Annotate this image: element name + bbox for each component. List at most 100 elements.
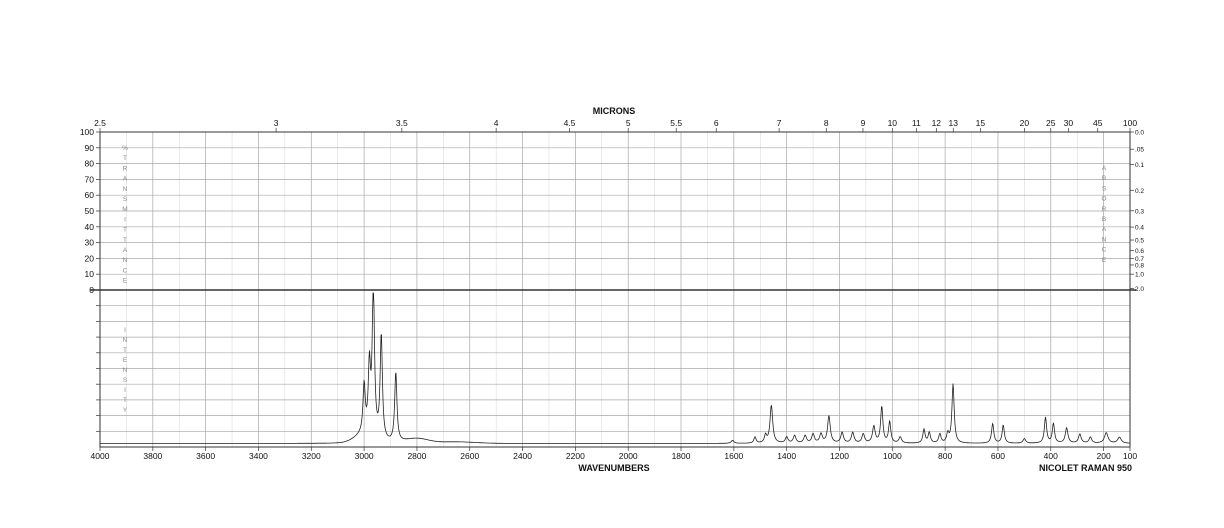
transmittance-tick-label: 50 bbox=[85, 206, 95, 216]
x-tick-label: 400 bbox=[1044, 451, 1058, 461]
transmittance-label-letter: I bbox=[124, 216, 126, 223]
transmittance-label-letter: T bbox=[123, 155, 127, 162]
instrument-label: NICOLET RAMAN 950 bbox=[1039, 463, 1132, 473]
absorbance-tick-label: 0.5 bbox=[1135, 238, 1144, 245]
transmittance-label-letter: C bbox=[123, 267, 128, 274]
x-tick-label: 1400 bbox=[777, 451, 796, 461]
x-tick-label: 200 bbox=[1096, 451, 1110, 461]
absorbance-tick-label: 0.0 bbox=[1135, 130, 1144, 137]
intensity-label-letter: I bbox=[124, 327, 126, 334]
micron-tick-label: 45 bbox=[1093, 118, 1103, 128]
x-tick-label: 2200 bbox=[566, 451, 585, 461]
transmittance-label-letter: R bbox=[123, 165, 128, 172]
intensity-label-letter: N bbox=[123, 367, 128, 374]
transmittance-label-letter: N bbox=[123, 257, 128, 264]
x-tick-label: 1000 bbox=[883, 451, 902, 461]
microns-axis: MICRONS 2.5 3 3.5 4 4.5 5 5.5 6 7 8 9 10 11 12 13 15 20 2… bbox=[94, 106, 1137, 132]
absorbance-tick-label: 0.6 bbox=[1135, 248, 1144, 255]
wavenumber-axis-title: WAVENUMBERS bbox=[578, 463, 649, 473]
micron-tick-label: 9 bbox=[861, 118, 866, 128]
intensity-label-letter: E bbox=[123, 357, 128, 364]
micron-tick-label: 15 bbox=[976, 118, 986, 128]
transmittance-tick-label: 80 bbox=[85, 159, 95, 169]
transmittance-label-letter: A bbox=[123, 176, 128, 183]
wavenumber-axis: WAVENUMBERS NICOLET RAMAN 950 4000 3800 36… bbox=[91, 447, 1137, 473]
micron-tick-label: 7 bbox=[777, 118, 782, 128]
micron-tick-label: 6 bbox=[714, 118, 719, 128]
absorbance-label-letter: O bbox=[1101, 196, 1106, 203]
plot-frame bbox=[90, 131, 1136, 448]
intensity-label-letter: Y bbox=[123, 407, 128, 414]
transmittance-tick-label: 30 bbox=[85, 238, 95, 248]
x-tick-label: 3600 bbox=[196, 451, 215, 461]
transmittance-tick-label: 20 bbox=[85, 253, 95, 263]
absorbance-label-letter: N bbox=[1102, 236, 1107, 243]
absorbance-label-letter: B bbox=[1102, 175, 1106, 182]
micron-tick-label: 4.5 bbox=[564, 118, 576, 128]
micron-tick-label: 10 bbox=[888, 118, 898, 128]
micron-tick-label: 25 bbox=[1046, 118, 1056, 128]
transmittance-label-letter: N bbox=[123, 186, 128, 193]
absorbance-axis: 0.0 .05 0.1 0.2 0.3 0.4 0.5 0.60.70.8 1.0 2.0 bbox=[1130, 130, 1144, 293]
absorbance-label-letter: S bbox=[1102, 185, 1107, 192]
transmittance-tick-label: 0 bbox=[89, 285, 94, 295]
transmittance-tick-label: 70 bbox=[85, 174, 95, 184]
micron-tick-label: 100 bbox=[1123, 118, 1137, 128]
transmittance-label-letter: S bbox=[123, 196, 128, 203]
x-tick-label: 2000 bbox=[619, 451, 638, 461]
micron-tick-label: 13 bbox=[949, 118, 959, 128]
absorbance-label-letter: A bbox=[1102, 226, 1107, 233]
x-tick-label: 800 bbox=[938, 451, 952, 461]
intensity-label-letter: T bbox=[123, 347, 127, 354]
micron-tick-label: 5 bbox=[626, 118, 631, 128]
microns-axis-title: MICRONS bbox=[593, 106, 636, 116]
x-tick-label: 2600 bbox=[460, 451, 479, 461]
absorbance-label-letter: A bbox=[1102, 165, 1107, 172]
micron-tick-label: 3 bbox=[274, 118, 279, 128]
micron-tick-label: 5.5 bbox=[670, 118, 682, 128]
x-tick-label: 100 bbox=[1123, 451, 1137, 461]
absorbance-tick-label: 0.4 bbox=[1135, 225, 1144, 232]
x-tick-label: 3200 bbox=[302, 451, 321, 461]
micron-tick-label: 3.5 bbox=[396, 118, 408, 128]
transmittance-tick-label: 40 bbox=[85, 222, 95, 232]
x-tick-label: 1600 bbox=[724, 451, 743, 461]
absorbance-tick-label: 1.0 bbox=[1135, 272, 1144, 279]
absorbance-label-letter: E bbox=[1102, 257, 1107, 264]
x-tick-label: 2400 bbox=[513, 451, 532, 461]
transmittance-tick-label: 60 bbox=[85, 190, 95, 200]
micron-tick-label: 4 bbox=[494, 118, 499, 128]
absorbance-tick-label: 0.8 bbox=[1135, 262, 1144, 269]
spectrum-line bbox=[100, 292, 1130, 444]
micron-tick-label: 30 bbox=[1064, 118, 1074, 128]
intensity-label-letter: S bbox=[123, 377, 128, 384]
micron-tick-label: 11 bbox=[912, 118, 921, 128]
transmittance-tick-label: 10 bbox=[85, 269, 95, 279]
absorbance-label-letter: C bbox=[1102, 247, 1107, 254]
intensity-label-letter: N bbox=[123, 337, 128, 344]
transmittance-tick-label: 100 bbox=[80, 127, 94, 137]
x-tick-label: 3000 bbox=[355, 451, 374, 461]
micron-tick-label: 2.5 bbox=[94, 118, 106, 128]
micron-tick-label: 20 bbox=[1020, 118, 1030, 128]
x-tick-label: 1200 bbox=[830, 451, 849, 461]
transmittance-label-letter: M bbox=[122, 206, 127, 213]
absorbance-tick-label: .05 bbox=[1135, 147, 1144, 154]
absorbance-tick-label: 0.2 bbox=[1135, 188, 1144, 195]
absorbance-tick-label: 2.0 bbox=[1135, 286, 1144, 293]
transmittance-label-letter: E bbox=[123, 278, 128, 285]
micron-tick-label: 8 bbox=[824, 118, 829, 128]
absorbance-label-letter: R bbox=[1102, 206, 1107, 213]
transmittance-tick-label: 90 bbox=[85, 143, 95, 153]
x-tick-label: 4000 bbox=[91, 451, 110, 461]
transmittance-label-letter: % bbox=[122, 145, 128, 152]
transmittance-label-letter: A bbox=[123, 247, 128, 254]
absorbance-label-letter: B bbox=[1102, 216, 1106, 223]
transmittance-label-letter: T bbox=[123, 237, 127, 244]
intensity-label-letter: I bbox=[124, 387, 126, 394]
x-tick-label: 2800 bbox=[407, 451, 426, 461]
x-tick-label: 600 bbox=[991, 451, 1005, 461]
transmittance-label-letter: T bbox=[123, 227, 127, 234]
